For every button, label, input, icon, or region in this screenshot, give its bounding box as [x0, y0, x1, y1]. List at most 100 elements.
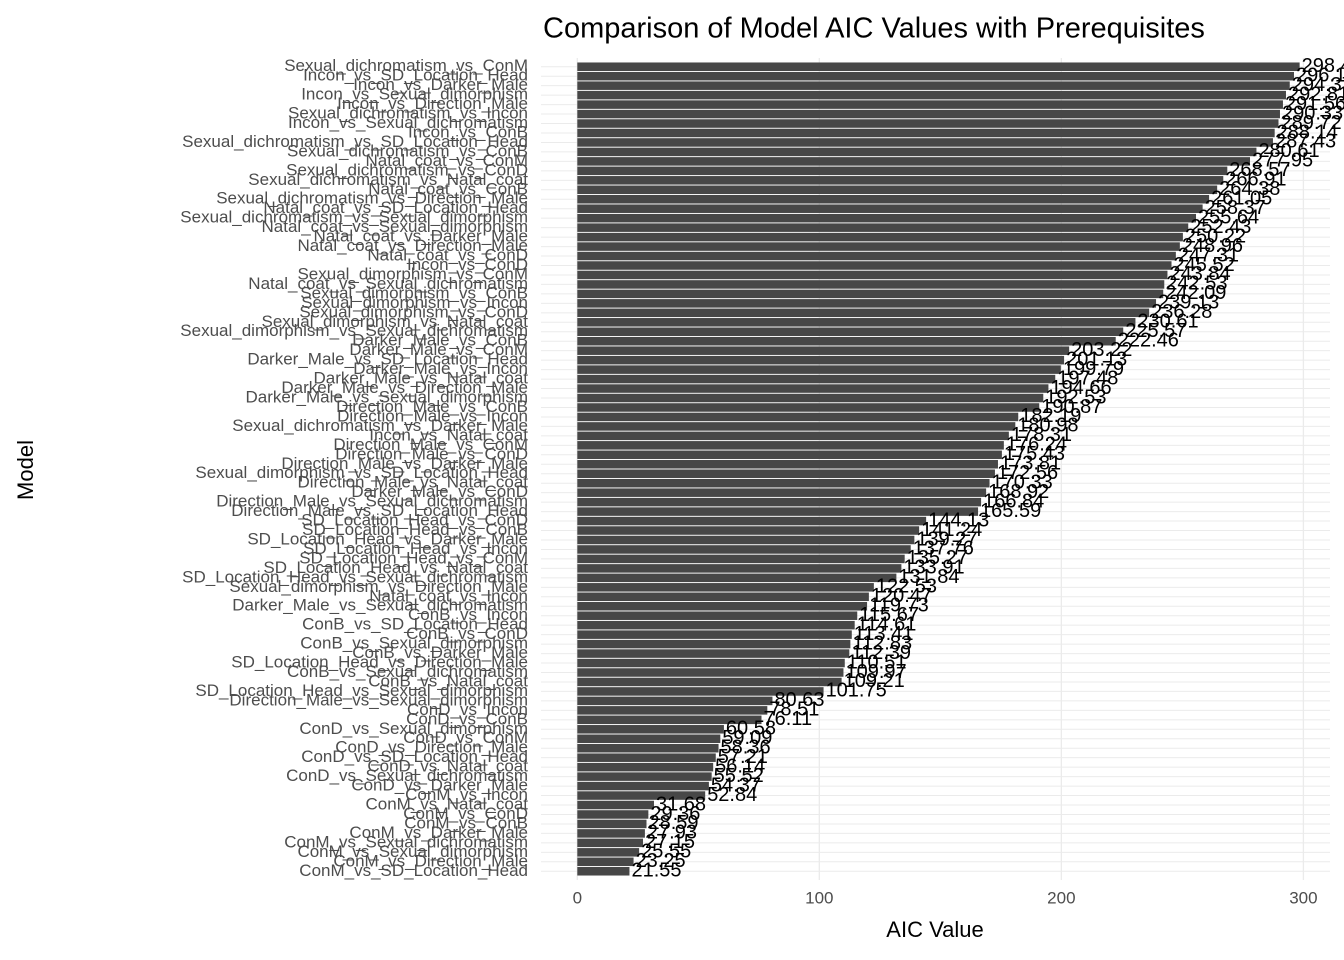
y-tick-label: Sexual_dichromatism_vs_ConM: [284, 56, 528, 75]
y-tick-label: Direction_Male_vs_Sexual_dimorphism: [229, 690, 528, 709]
y-tick-label: SD_Location_Head_vs_Darker_Male: [247, 529, 528, 548]
y-tick-label: Sexual_dimorphism_vs_ConD: [299, 302, 528, 321]
value-label: 113.41: [854, 623, 914, 645]
bar: [577, 223, 1189, 232]
value-label: 109.97: [845, 661, 906, 683]
value-label: 255.64: [1198, 206, 1259, 228]
y-tick-label: Sexual_dichromatism_vs_ConB: [287, 141, 528, 160]
y-tick-label: Darker_Male_vs_Natal_coat: [314, 369, 529, 388]
value-label: 248.96: [1182, 235, 1243, 257]
value-label: 109.21: [844, 670, 905, 692]
bar: [577, 109, 1280, 119]
bar: [577, 516, 927, 526]
y-tick-label: ConM_vs_Sexual_dimorphism: [297, 842, 528, 861]
value-label: 298.45: [1302, 55, 1344, 77]
bar: [577, 848, 640, 857]
value-label: 266.91: [1225, 169, 1286, 191]
y-tick-label: ConD_vs_ConB: [406, 709, 528, 728]
bar: [577, 100, 1283, 109]
bar: [577, 166, 1228, 176]
bar: [577, 450, 1002, 460]
value-label: 59.09: [722, 727, 772, 749]
y-tick-label: Sexual_dimorphism_vs_Sexual_dichromatism: [180, 321, 528, 340]
bar: [577, 441, 1004, 450]
value-label: 170.33: [992, 471, 1053, 493]
bar: [577, 327, 1124, 337]
x-axis-title: AIC Value: [886, 917, 983, 942]
value-label: 115.67: [859, 604, 919, 626]
y-tick-label: Direction_Male_vs_SD_Location_Head: [231, 501, 528, 520]
y-tick-label: ConM_vs_ConD: [403, 804, 528, 823]
value-label: 56.14: [715, 755, 765, 777]
bar: [577, 232, 1183, 242]
bar: [577, 819, 647, 829]
value-label: 243.84: [1169, 263, 1230, 285]
value-label: 21.55: [631, 860, 681, 882]
bar: [577, 422, 1016, 431]
y-tick-label: ConB_vs_Sexual_dimorphism: [300, 634, 528, 653]
y-tick-label: Sexual_dichromatism_vs_Natal_coat: [248, 170, 528, 189]
bar: [577, 318, 1136, 327]
bar: [577, 289, 1164, 299]
value-label: 78.51: [769, 699, 819, 721]
y-tick-label: Sexual_dimorphism_vs_Natal_coat: [262, 312, 529, 331]
y-tick-label: Direction_Male_vs_Incon: [337, 406, 528, 425]
bar: [577, 81, 1290, 90]
bar: [577, 242, 1180, 251]
value-label: 290.33: [1282, 102, 1343, 124]
y-tick-label: Incon_vs_Sexual_dimorphism: [301, 85, 528, 104]
value-label: 225.57: [1125, 320, 1186, 342]
bar: [577, 800, 654, 810]
y-tick-label: SD_Location_Head_vs_ConD: [301, 511, 528, 530]
value-label: 294.37: [1292, 74, 1344, 96]
y-tick-label: Natal_coat_vs_Incon: [369, 586, 528, 605]
y-tick-label: ConM_vs_ConB: [404, 813, 528, 832]
bar: [577, 630, 852, 639]
y-tick-label: Direction_Male_vs_Natal_coat: [297, 473, 528, 492]
y-tick-label: ConB_vs_Darker_Male: [352, 643, 528, 662]
bar: [577, 810, 649, 819]
bar: [577, 469, 995, 478]
bar: [577, 725, 724, 734]
y-tick-label: Natal_coat_vs_ConM: [365, 151, 528, 170]
value-label: 31.68: [656, 793, 706, 815]
y-tick-label: ConB_vs_Natal_coat: [368, 671, 528, 690]
value-label: 168.92: [988, 481, 1049, 503]
y-tick-label: Sexual_dichromatism_vs_Direction_Male: [216, 189, 528, 208]
y-tick-label: Sexual_dimorphism_vs_Incon: [301, 293, 528, 312]
value-label: 112.83: [852, 632, 912, 654]
value-label: 80.63: [774, 689, 824, 711]
value-label: 247.31: [1178, 244, 1239, 266]
value-label: 197.48: [1057, 367, 1118, 389]
bar: [577, 308, 1150, 318]
bar: [577, 194, 1210, 204]
value-label: 296.12: [1296, 64, 1344, 86]
bar: [577, 601, 868, 611]
value-label: 133.91: [903, 557, 964, 579]
value-label: 201.13: [1066, 348, 1127, 370]
y-tick-label: ConM_vs_Sexual_dichromatism: [284, 832, 528, 851]
bar: [577, 374, 1056, 384]
y-tick-label: SD_Location_Head_vs_Incon: [303, 539, 528, 558]
y-tick-label: Darker_Male_vs_Direction_Male: [281, 378, 528, 397]
value-label: 101.75: [826, 680, 887, 702]
value-label: 264.38: [1219, 178, 1280, 200]
value-label: 230.61: [1137, 311, 1198, 333]
y-tick-label: Sexual_dimorphism_vs_SD_Location_Head: [195, 463, 528, 482]
y-tick-label: SD_Location_Head_vs_Natal_coat: [263, 558, 528, 577]
value-label: 287.43: [1275, 131, 1336, 153]
bar: [577, 706, 768, 715]
value-label: 23.25: [636, 850, 686, 872]
value-label: 176.24: [1006, 434, 1067, 456]
bar: [577, 620, 855, 630]
bar: [577, 403, 1040, 412]
y-tick-label: Incon_vs_Darker_Male: [353, 75, 528, 94]
y-tick-label: SD_Location_Head_vs_Sexual_dimorphism: [195, 681, 528, 700]
y-tick-label: ConD_vs_SD_Location_Head: [301, 747, 528, 766]
bar: [577, 460, 998, 469]
y-tick-label: ConD_vs_Direction_Male: [335, 738, 528, 757]
chart-title: Comparison of Model AIC Values with Prer…: [543, 13, 1205, 45]
bar: [577, 355, 1065, 365]
y-tick-label: Direction_Male_vs_Darker_Male: [281, 454, 528, 473]
y-tick-label: Darker_Male_vs_ConM: [349, 340, 528, 359]
